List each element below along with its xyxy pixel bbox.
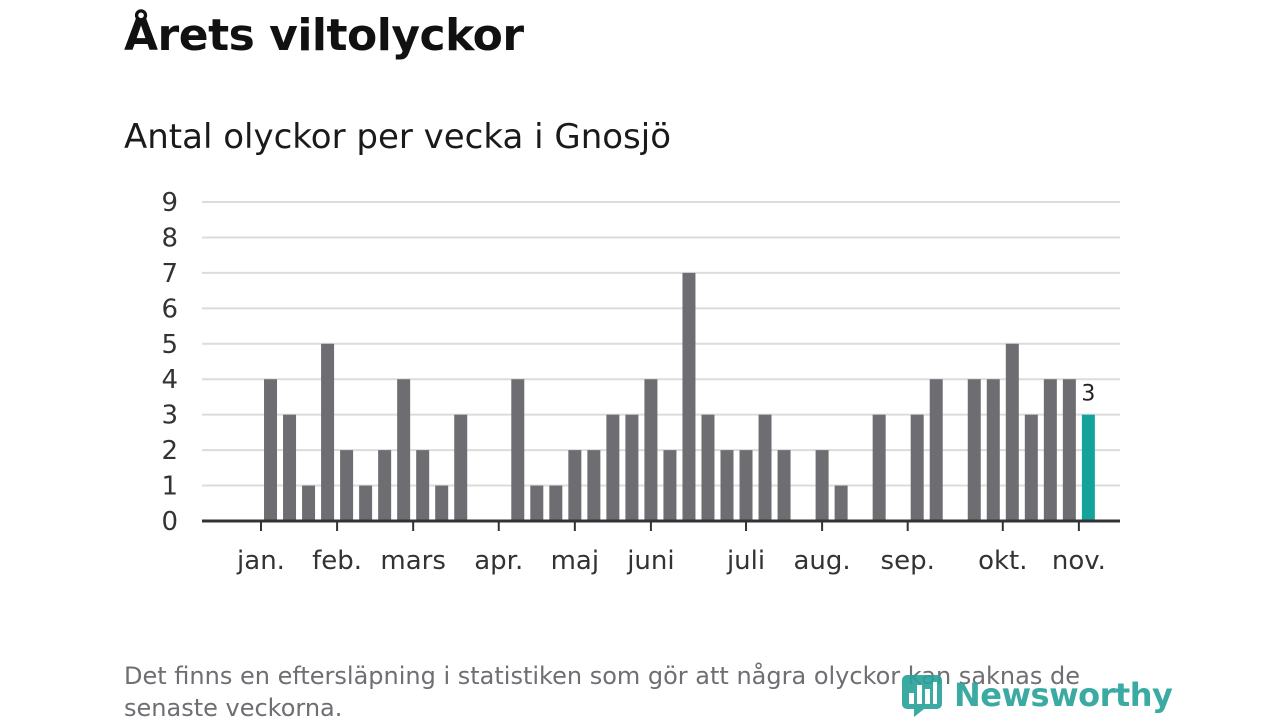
bar	[872, 414, 886, 521]
bar	[682, 272, 696, 521]
bar	[435, 485, 449, 521]
y-tick-label: 4	[161, 365, 178, 395]
newsworthy-logo-icon	[902, 675, 942, 717]
y-tick-label: 0	[161, 507, 178, 537]
bar	[739, 450, 753, 521]
y-tick-label: 1	[161, 472, 178, 502]
bar	[663, 450, 677, 521]
bar	[815, 450, 829, 521]
bar	[302, 485, 316, 521]
y-tick-label: 7	[161, 259, 178, 289]
bar-chart: 0 1 2 3 4 5 6 7 8 9 3 jan. feb. mars apr. maj juni juli…	[161, 188, 1120, 576]
bar	[568, 450, 582, 521]
x-tick-label: maj	[551, 546, 599, 576]
y-tick-label: 9	[161, 188, 178, 218]
x-tick-label: aug.	[794, 546, 851, 576]
logo-text: Newsworthy	[954, 676, 1173, 714]
bar	[758, 414, 772, 521]
bar	[359, 485, 373, 521]
x-tick-label: apr.	[474, 546, 523, 576]
x-axis: jan. feb. mars apr. maj juni juli aug. sep. okt. n…	[202, 519, 1120, 576]
bar	[967, 379, 981, 521]
x-tick-label: nov.	[1052, 546, 1106, 576]
bar	[644, 379, 658, 521]
bar	[397, 379, 411, 521]
bar	[606, 414, 620, 521]
bar	[454, 414, 468, 521]
bar	[378, 450, 392, 521]
data-labels: 3	[1081, 382, 1095, 407]
x-tick-label: feb.	[312, 546, 362, 576]
y-tick-label: 8	[161, 223, 178, 253]
bar	[511, 379, 525, 521]
x-tick-label: okt.	[978, 546, 1027, 576]
x-tick-label: sep.	[881, 546, 935, 576]
bar	[530, 485, 544, 521]
bar	[416, 450, 430, 521]
newsworthy-logo: Newsworthy	[900, 672, 1173, 718]
bar	[834, 485, 848, 521]
bar	[910, 414, 924, 521]
bar	[587, 450, 601, 521]
bar	[720, 450, 734, 521]
bar	[701, 414, 715, 521]
chart-subtitle: Antal olyckor per vecka i Gnosjö	[124, 117, 672, 157]
bar	[625, 414, 639, 521]
x-tick-label: juli	[726, 546, 765, 576]
bar	[321, 343, 335, 521]
y-axis-ticks: 0 1 2 3 4 5 6 7 8 9	[161, 188, 178, 537]
y-tick-label: 5	[161, 330, 178, 360]
bar	[340, 450, 354, 521]
bar	[1062, 379, 1076, 521]
chart-title: Årets viltolyckor	[124, 10, 524, 61]
x-tick-label: jan.	[236, 546, 285, 576]
data-label: 3	[1081, 382, 1095, 407]
x-tick-label: mars	[380, 546, 446, 576]
bar	[1005, 343, 1019, 521]
bar	[283, 414, 297, 521]
y-tick-label: 2	[161, 436, 178, 466]
gridlines	[202, 201, 1120, 487]
bar	[777, 450, 791, 521]
bar	[1024, 414, 1038, 521]
bar	[264, 379, 278, 521]
bar	[986, 379, 1000, 521]
x-tick-label: juni	[626, 546, 674, 576]
bar	[929, 379, 943, 521]
bars	[264, 272, 1095, 521]
y-tick-label: 6	[161, 294, 178, 324]
bar	[549, 485, 563, 521]
bar	[1043, 379, 1057, 521]
bar-highlight	[1081, 414, 1095, 521]
y-tick-label: 3	[161, 401, 178, 431]
